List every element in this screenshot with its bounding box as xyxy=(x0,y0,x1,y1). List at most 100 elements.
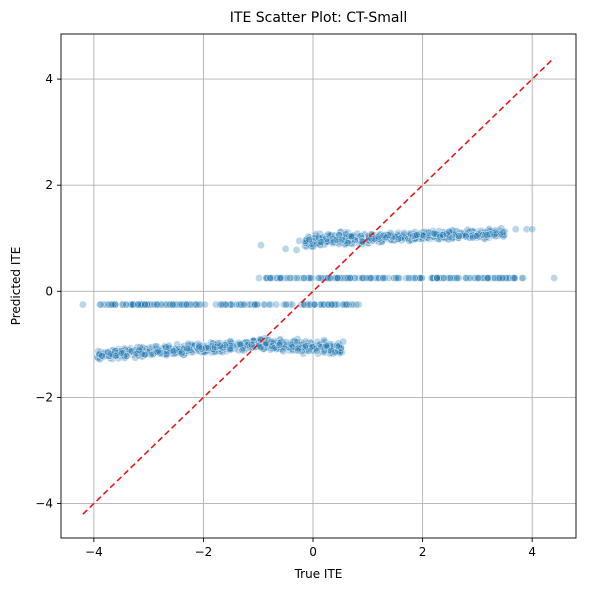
scatter-point xyxy=(152,300,161,309)
scatter-point xyxy=(107,350,116,358)
scatter-point xyxy=(483,231,492,239)
scatter-point xyxy=(452,274,461,282)
scatter-point xyxy=(497,224,506,233)
scatter-point xyxy=(201,300,209,309)
scatter-point xyxy=(327,347,335,355)
scatter-point xyxy=(314,274,323,282)
scatter-point xyxy=(454,274,463,282)
scatter-point xyxy=(305,235,314,244)
scatter-point xyxy=(168,300,177,309)
scatter-point xyxy=(335,230,344,239)
scatter-point xyxy=(378,274,387,282)
scatter-point xyxy=(495,274,504,282)
scatter-point xyxy=(510,274,519,282)
scatter-point xyxy=(324,300,332,309)
scatter-point xyxy=(294,274,303,282)
x-tick-label: 0 xyxy=(309,545,317,559)
scatter-point xyxy=(374,232,383,241)
scatter-point xyxy=(266,274,275,282)
scatter-point xyxy=(436,232,444,241)
scatter-point xyxy=(347,232,355,241)
scatter-point xyxy=(134,300,143,309)
scatter-point xyxy=(281,245,290,253)
scatter-point xyxy=(466,274,475,282)
scatter-point xyxy=(192,300,201,309)
scatter-point xyxy=(294,346,302,355)
scatter-point xyxy=(502,274,510,282)
scatter-point xyxy=(239,300,248,309)
scatter-point xyxy=(469,233,477,242)
scatter-point xyxy=(300,274,308,282)
scatter-point xyxy=(331,274,340,282)
scatter-point xyxy=(394,235,403,243)
y-tick-label: 4 xyxy=(45,72,53,86)
scatter-point xyxy=(127,300,136,309)
scatter-point xyxy=(305,274,314,282)
scatter-point xyxy=(277,274,286,282)
scatter-point xyxy=(339,337,347,346)
scatter-point xyxy=(499,228,508,237)
scatter-point xyxy=(390,274,399,282)
scatter-point xyxy=(213,339,222,347)
scatter-point xyxy=(215,300,224,309)
scatter-point xyxy=(153,347,162,356)
scatter-point xyxy=(317,274,325,282)
scatter-point xyxy=(183,344,192,353)
scatter-point xyxy=(96,300,105,309)
scatter-point xyxy=(331,348,339,357)
scatter-point xyxy=(182,300,191,309)
scatter-point xyxy=(226,345,234,354)
y-axis-label: Predicted ITE xyxy=(9,247,23,326)
scatter-point xyxy=(213,343,221,351)
scatter-point xyxy=(344,274,352,282)
scatter-point xyxy=(316,300,325,309)
scatter-point xyxy=(328,300,336,309)
scatter-point xyxy=(322,235,331,243)
scatter-point xyxy=(445,227,453,236)
scatter-point xyxy=(282,300,291,309)
scatter-point xyxy=(336,348,345,357)
scatter-point xyxy=(418,274,426,282)
scatter-point xyxy=(474,230,482,239)
scatter-point xyxy=(498,274,507,282)
scatter-point xyxy=(125,345,134,354)
plot-frame xyxy=(60,33,577,539)
y-tick-label: 0 xyxy=(45,284,53,298)
scatter-point xyxy=(385,274,393,282)
scatter-point xyxy=(493,274,502,282)
scatter-point xyxy=(150,300,158,309)
scatter-point xyxy=(472,232,481,240)
scatter-point xyxy=(362,274,371,282)
scatter-point xyxy=(528,225,537,234)
scatter-point xyxy=(294,344,302,353)
scatter-point xyxy=(440,274,448,282)
grid-lines xyxy=(61,34,576,538)
scatter-point xyxy=(132,349,140,358)
y-tick-label: −4 xyxy=(35,497,53,511)
scatter-point xyxy=(195,343,204,352)
scatter-point xyxy=(308,342,316,351)
scatter-point xyxy=(279,347,287,356)
scatter-point xyxy=(316,241,325,249)
scatter-point xyxy=(522,225,531,234)
scatter-point xyxy=(282,338,291,346)
scatter-point xyxy=(486,230,495,238)
scatter-point xyxy=(370,234,379,243)
scatter-point xyxy=(288,300,297,309)
scatter-point xyxy=(292,246,301,254)
scatter-point xyxy=(419,231,428,240)
scatter-point xyxy=(416,274,425,282)
scatter-point xyxy=(462,231,470,240)
scatter-point xyxy=(329,238,338,247)
x-tick-label: 4 xyxy=(528,545,536,559)
x-tick-label: −4 xyxy=(85,545,103,559)
x-tick-label: −2 xyxy=(195,545,213,559)
identity-line xyxy=(82,57,555,515)
scatter-point xyxy=(443,274,452,282)
scatter-point xyxy=(117,346,126,355)
scatter-point xyxy=(372,233,381,242)
scatter-points xyxy=(79,224,558,364)
scatter-point xyxy=(433,274,441,282)
scatter-point xyxy=(313,346,321,355)
scatter-point xyxy=(318,233,327,242)
